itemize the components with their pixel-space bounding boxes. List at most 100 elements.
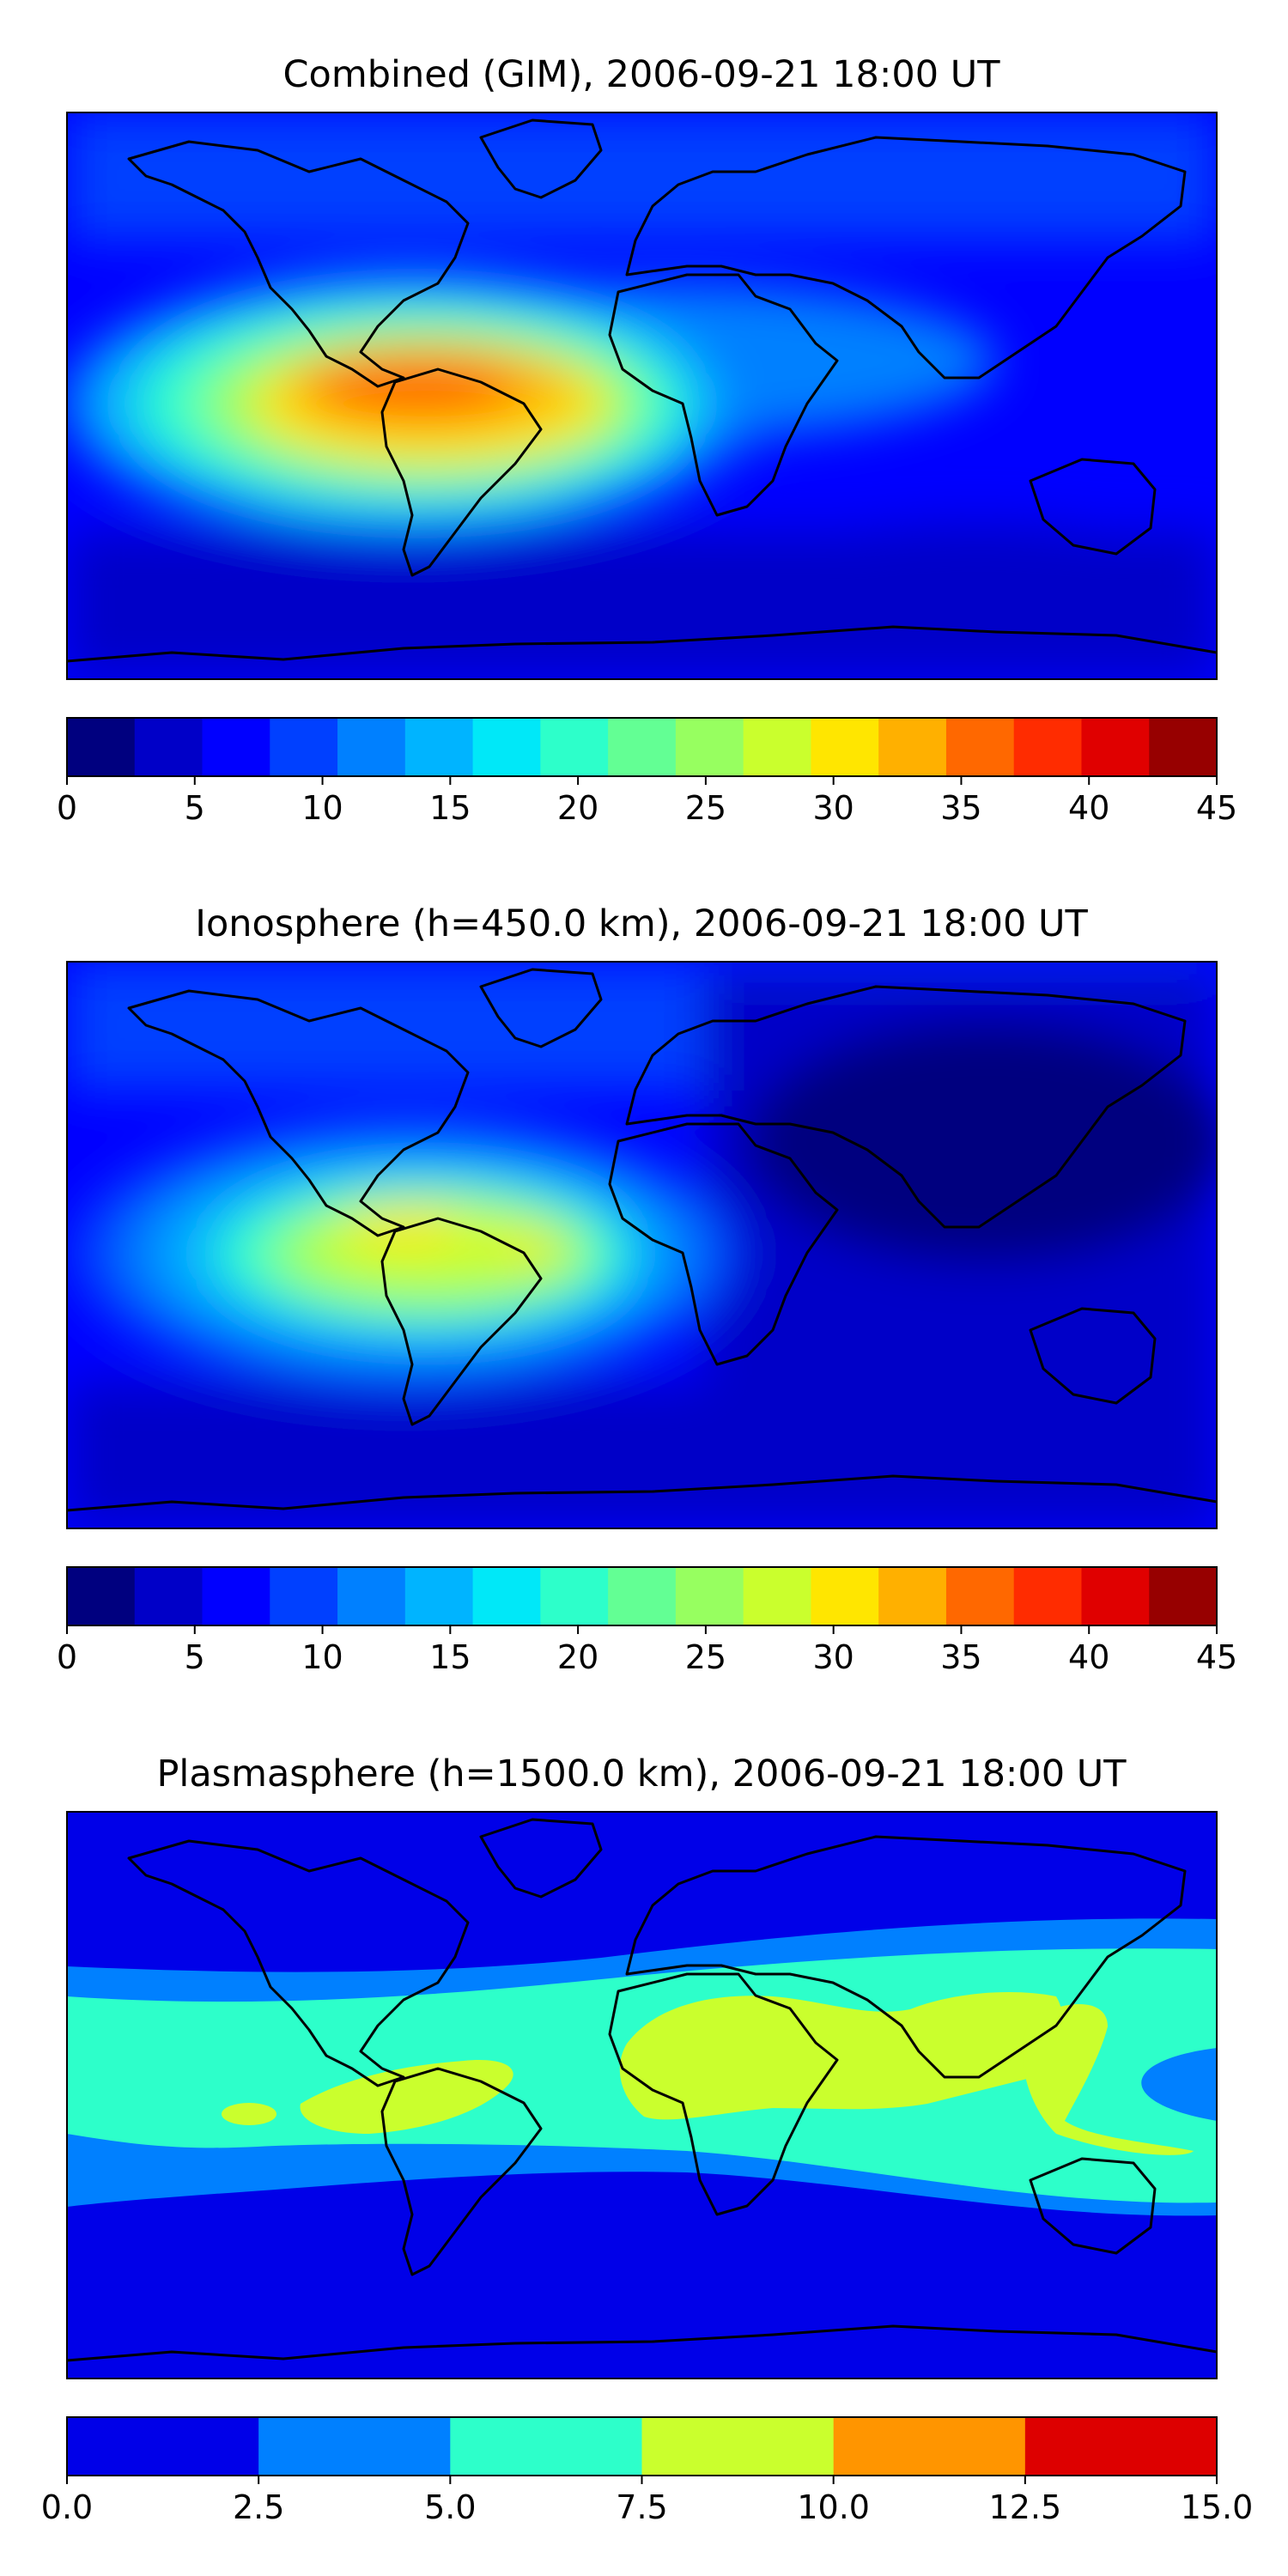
coastline-south-america (380, 368, 543, 577)
colorbar-swatch (472, 718, 541, 776)
colorbar-tick-label: 20 (557, 1638, 598, 1676)
colorbar-tick-label: 5 (185, 1638, 205, 1676)
colorbar-swatch (1149, 1567, 1218, 1625)
colorbar-swatch (945, 718, 1015, 776)
colorbar-ticks: 0 5 10 15 20 25 30 35 40 45 (57, 1625, 1237, 1676)
colorbar-swatches (67, 718, 1218, 776)
colorbar-tick-label: 35 (940, 789, 981, 827)
coastline-australia (1029, 458, 1157, 556)
coastlines (67, 118, 1217, 663)
panel-ionosphere: Ionosphere (h=450.0 km), 2006-09-21 18:0… (57, 902, 1237, 1676)
colorbar-tick-label: 45 (1196, 1638, 1237, 1676)
coastline-antarctica (67, 1474, 1217, 1512)
coastline-australia (1029, 2157, 1157, 2255)
colorbar-tick-label: 10.0 (797, 2488, 870, 2526)
coastlines (67, 968, 1217, 1512)
colorbar-swatch (608, 1567, 677, 1625)
colorbar-tick-label: 5 (185, 789, 205, 827)
coastline-greenland (479, 1818, 603, 1899)
colorbar-tick-label: 15.0 (1181, 2488, 1254, 2526)
coastline-antarctica (67, 625, 1217, 663)
colorbar-swatches (67, 1567, 1218, 1625)
colorbar-swatch (743, 1567, 812, 1625)
colorbar-ticks: 0 5 10 15 20 25 30 35 40 45 (57, 776, 1237, 827)
colorbar-swatch (258, 2417, 451, 2476)
colorbar-swatch (1024, 2417, 1218, 2476)
colorbar-swatch (270, 718, 338, 776)
chart-title: Ionosphere (h=450.0 km), 2006-09-21 18:0… (195, 902, 1088, 945)
colorbar-tick-label: 40 (1068, 1638, 1109, 1676)
panel-plasmasphere: Plasmasphere (h=1500.0 km), 2006-09-21 1… (41, 1753, 1254, 2526)
coastline-australia (1029, 1307, 1157, 1405)
colorbar-swatch (878, 718, 947, 776)
colorbar-swatches (67, 2417, 1218, 2476)
colorbar-tick-label: 10 (301, 1638, 343, 1676)
chart-title: Plasmasphere (h=1500.0 km), 2006-09-21 1… (156, 1753, 1127, 1795)
colorbar-frame (66, 2416, 1218, 2476)
colorbar-swatch (1081, 1567, 1150, 1625)
coastline-antarctica (67, 2324, 1217, 2362)
colorbar-swatch (540, 1567, 609, 1625)
colorbar-swatch (743, 718, 812, 776)
contour-band-7_5-africa (619, 1992, 1064, 2120)
coastline-south-america (380, 2067, 543, 2276)
colorbar: 0 5 10 15 20 25 30 35 40 45 (57, 717, 1237, 827)
colorbar-swatch (945, 1567, 1015, 1625)
contour-field (67, 962, 1217, 1528)
colorbar-tick-label: 25 (685, 1638, 726, 1676)
colorbar-swatch (67, 1567, 136, 1625)
colorbar-tick-label: 10 (301, 789, 343, 827)
colorbar-swatch (1149, 718, 1218, 776)
coastline-greenland (479, 118, 603, 199)
map-frame (66, 1811, 1218, 2379)
coastline-africa (608, 1122, 839, 1366)
colorbar-swatch (270, 1567, 338, 1625)
colorbar-swatch (833, 2417, 1026, 2476)
colorbar-tick-label: 7.5 (616, 2488, 667, 2526)
colorbar-swatch (1013, 718, 1083, 776)
colorbar-swatch (608, 718, 677, 776)
colorbar-tick-label: 0 (57, 1638, 77, 1676)
colorbar-swatch (811, 718, 879, 776)
colorbar-swatch (202, 1567, 270, 1625)
colorbar-tick-label: 12.5 (989, 2488, 1062, 2526)
colorbar-tick-label: 15 (429, 789, 471, 827)
panel-combined: Combined (GIM), 2006-09-21 18:00 UT (57, 53, 1237, 827)
coastline-north-america (127, 989, 470, 1237)
coastline-north-america (127, 1839, 470, 2087)
colorbar-frame (66, 1566, 1218, 1626)
colorbar-swatch (1013, 1567, 1083, 1625)
colorbar-tick-label: 35 (940, 1638, 981, 1676)
contour-band-7_5-small (222, 2103, 276, 2125)
colorbar-tick-label: 30 (812, 1638, 854, 1676)
colorbar-tick-label: 15 (429, 1638, 471, 1676)
contour-band-7_5-america (300, 2060, 513, 2134)
map-plot-area (67, 112, 1217, 679)
colorbar-swatch (337, 718, 406, 776)
coastline-eurasia (625, 985, 1187, 1229)
colorbar-swatch (878, 1567, 947, 1625)
contour-band-7_5-pacific (1023, 2003, 1194, 2155)
colorbar-swatch (450, 2417, 643, 2476)
coastline-greenland (479, 968, 603, 1048)
colorbar-tick-label: 40 (1068, 789, 1109, 827)
colorbar: 0.0 2.5 5.0 7.5 10.0 12.5 15.0 (41, 2416, 1254, 2526)
colorbar-swatch (675, 1567, 744, 1625)
coastline-eurasia (625, 1835, 1187, 2079)
colorbar: 0 5 10 15 20 25 30 35 40 45 (57, 1566, 1237, 1676)
colorbar-tick-label: 30 (812, 789, 854, 827)
map-frame (66, 112, 1218, 680)
colorbar-swatch (540, 718, 609, 776)
chart-title: Combined (GIM), 2006-09-21 18:00 UT (283, 53, 1000, 96)
colorbar-swatch (404, 718, 474, 776)
colorbar-frame (66, 717, 1218, 777)
colorbar-tick-label: 0 (57, 789, 77, 827)
colorbar-swatch (134, 718, 204, 776)
colorbar-ticks: 0.0 2.5 5.0 7.5 10.0 12.5 15.0 (41, 2476, 1254, 2526)
colorbar-swatch (472, 1567, 541, 1625)
colorbar-swatch (67, 2417, 259, 2476)
map-frame (66, 961, 1218, 1529)
colorbar-swatch (1081, 718, 1150, 776)
coastline-south-america (380, 1217, 543, 1426)
